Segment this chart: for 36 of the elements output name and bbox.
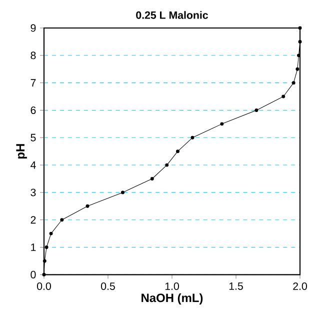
point: [42, 272, 46, 276]
point: [165, 163, 169, 167]
x-tick-label: 2.0: [293, 282, 307, 290]
point: [86, 204, 90, 208]
point: [220, 122, 224, 126]
y-tick-label: 2: [30, 216, 36, 224]
x-tick-label: 0.5: [101, 282, 115, 290]
point: [150, 177, 154, 180]
point: [176, 150, 180, 154]
x-tick-label: 0.0: [37, 282, 51, 290]
y-tick-label: 1: [31, 244, 36, 251]
y-axis-title: pH: [16, 144, 27, 159]
y-tick-label: 7: [30, 79, 36, 86]
y-tick-label: 6: [30, 106, 36, 114]
point: [120, 190, 124, 194]
point: [44, 246, 48, 249]
y-tick-label: 4: [30, 161, 36, 169]
chart-title: 0.25 L Malonic: [136, 11, 208, 19]
point: [60, 218, 64, 222]
point: [49, 232, 53, 236]
y-tick-label: 3: [30, 188, 36, 196]
point: [298, 26, 302, 30]
x-tick-label: 1.5: [229, 282, 243, 290]
y-tick-label: 0: [30, 270, 36, 278]
y-tick-label: 8: [30, 52, 36, 60]
point: [296, 67, 300, 71]
point: [282, 94, 286, 98]
point: [42, 259, 46, 263]
point: [298, 40, 302, 44]
point: [254, 108, 258, 112]
point: [190, 136, 194, 140]
x-axis-title: NaOH (mL): [142, 293, 203, 304]
point: [292, 81, 296, 85]
y-tick-label: 9: [30, 24, 36, 32]
x-tick-label: 1.0: [165, 282, 179, 290]
y-tick-label: 5: [30, 134, 36, 142]
